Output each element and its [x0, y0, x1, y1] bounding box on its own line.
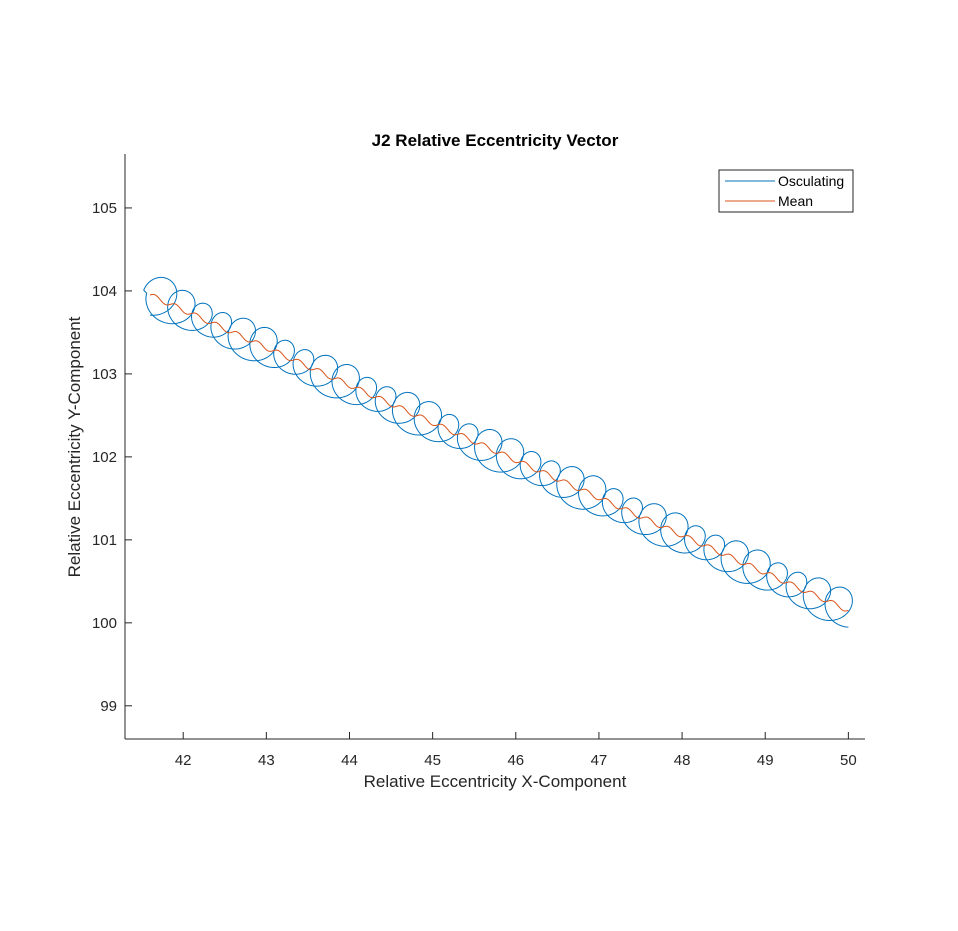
- x-tick-label: 50: [840, 752, 857, 769]
- x-ticks: 42 43 44 45 46 47 48 49 50: [175, 732, 857, 769]
- x-tick-label: 48: [674, 752, 691, 769]
- y-tick-label: 103: [92, 366, 117, 383]
- chart-title: J2 Relative Eccentricity Vector: [372, 131, 619, 150]
- y-tick-label: 104: [92, 283, 117, 300]
- x-tick-label: 46: [507, 752, 524, 769]
- axes: [124, 154, 865, 740]
- y-ticks: 99 100 101 102 103 104 105: [92, 200, 132, 715]
- x-tick-label: 45: [424, 752, 441, 769]
- y-tick-label: 99: [100, 698, 117, 715]
- x-tick-label: 43: [258, 752, 275, 769]
- series-line-mean: [149, 293, 849, 612]
- x-tick-label: 49: [757, 752, 774, 769]
- y-axis-title: Relative Eccentricity Y-Component: [65, 316, 84, 577]
- legend: Osculating Mean: [718, 169, 854, 213]
- y-tick-label: 105: [92, 200, 117, 217]
- legend-label-osculating: Osculating: [778, 173, 844, 189]
- x-tick-label: 47: [591, 752, 608, 769]
- legend-label-mean: Mean: [778, 193, 813, 209]
- plot-area: [143, 276, 853, 628]
- x-axis-title: Relative Eccentricity X-Component: [364, 772, 627, 791]
- x-tick-label: 44: [341, 752, 358, 769]
- y-tick-label: 100: [92, 615, 117, 632]
- legend-box: [718, 169, 854, 213]
- x-tick-label: 42: [175, 752, 192, 769]
- y-tick-label: 102: [92, 449, 117, 466]
- y-tick-label: 101: [92, 532, 117, 549]
- series-layer: [143, 276, 853, 628]
- series-line-osculating: [143, 276, 853, 628]
